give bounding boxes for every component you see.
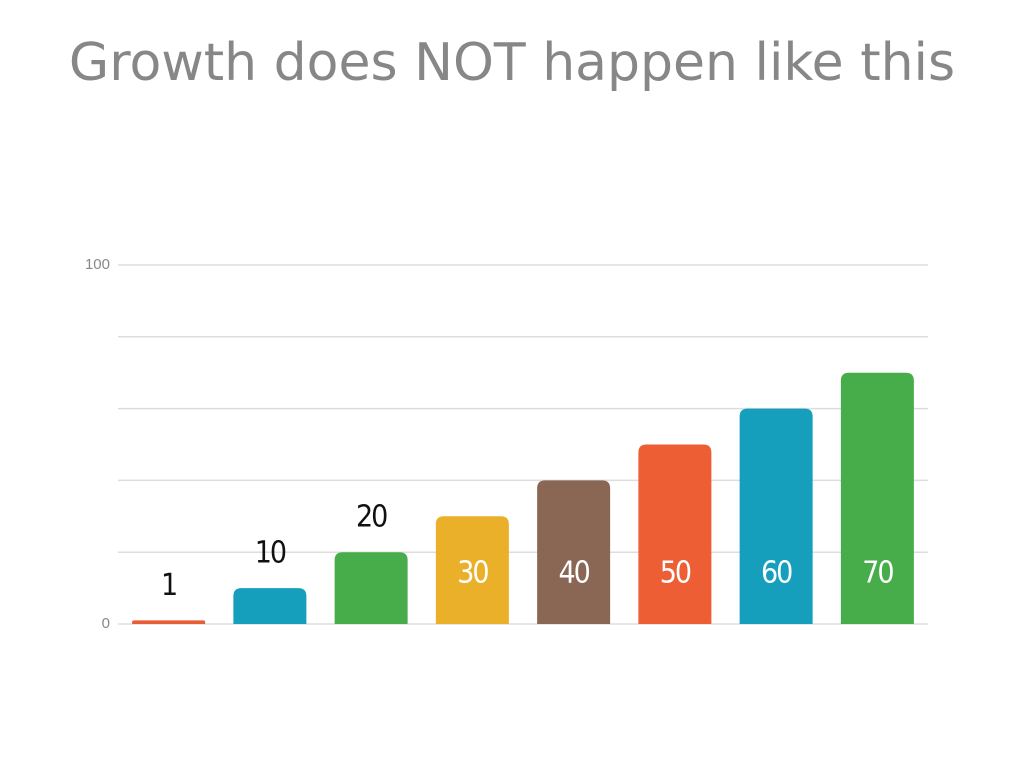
bar [840,372,914,624]
y-tick-label: 0 [102,615,110,632]
value-label: 70 [862,556,893,591]
value-label: 10 [255,536,286,571]
bar [132,620,206,624]
y-tick-label: 100 [85,256,110,273]
bar [638,444,712,624]
bar [435,516,509,624]
value-label: 40 [558,556,589,591]
value-label: 30 [457,556,488,591]
value-label: 1 [161,568,176,603]
bar [739,408,813,624]
bar [537,480,611,624]
bar [233,588,307,624]
value-label: 50 [660,556,691,591]
value-label: 60 [761,556,792,591]
chart-title: Growth does NOT happen like this [69,33,955,93]
bar [334,552,408,624]
value-label: 20 [356,500,387,535]
